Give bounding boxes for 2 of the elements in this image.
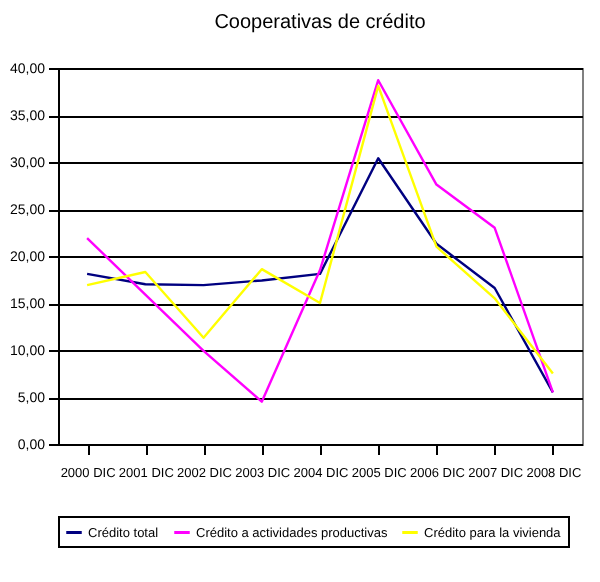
chart-title: Cooperativas de crédito [214,12,427,34]
line-series [85,157,555,394]
